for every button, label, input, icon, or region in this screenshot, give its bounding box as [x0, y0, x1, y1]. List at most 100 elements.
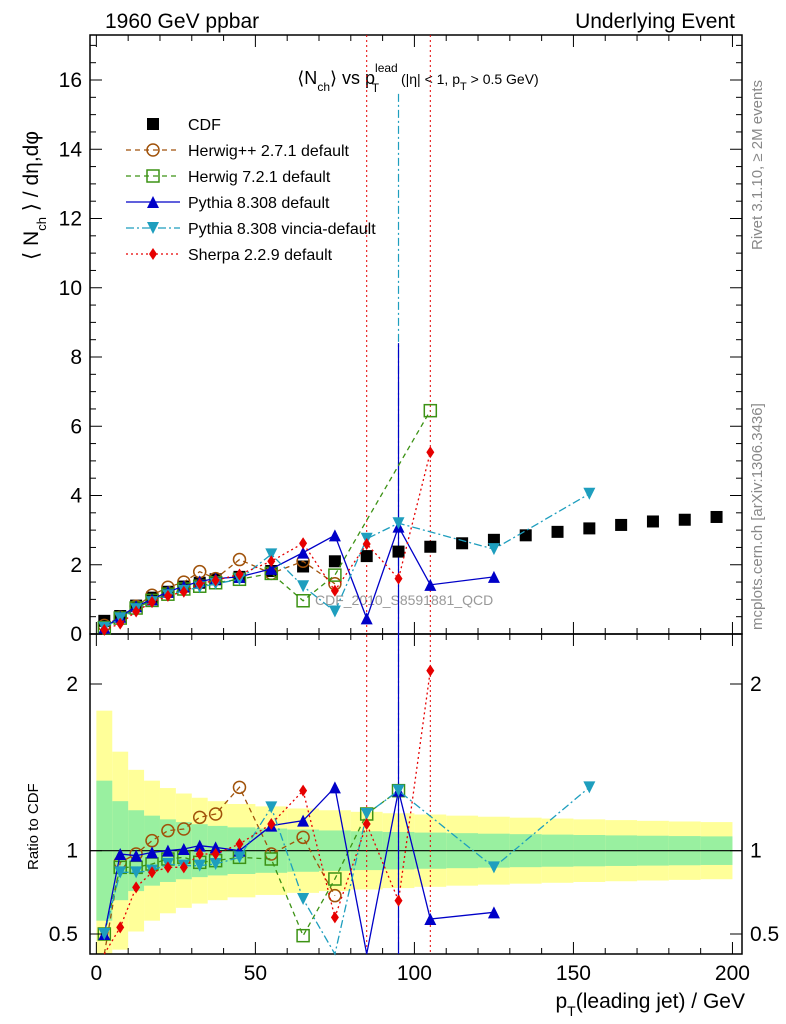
top-point — [583, 487, 596, 500]
ratio-point — [392, 784, 405, 797]
top-point — [423, 403, 438, 418]
top-point — [297, 560, 310, 573]
ratio-point — [394, 894, 403, 907]
top-point — [328, 555, 341, 568]
top-series — [98, 510, 723, 627]
top-series — [100, 446, 435, 636]
legend: CDF Herwig++ 2.7.1 default Herwig 7.2.1 de… — [126, 117, 376, 264]
ratio-point — [299, 784, 308, 797]
top-point — [360, 550, 373, 563]
ratio-point — [487, 861, 500, 874]
ratio-point — [177, 843, 190, 855]
legend-marker — [147, 196, 159, 208]
ratio-point — [195, 848, 204, 860]
ratio-point — [161, 844, 174, 857]
ratio-point — [583, 781, 596, 794]
ratio-point — [146, 846, 159, 859]
ratio-point — [208, 807, 223, 821]
ratio-panel-frame — [89, 633, 743, 955]
top-point — [678, 513, 691, 526]
ratio-tick-label-right: 0.5 — [750, 923, 779, 946]
header-left: 1960 GeV ppbar — [105, 10, 259, 33]
ratio-point — [211, 848, 220, 860]
top-point — [487, 533, 500, 546]
ratio-point — [264, 852, 279, 866]
ratio-point — [267, 818, 276, 830]
legend-item: Sherpa 2.2.9 default — [126, 247, 333, 264]
ratio-point — [192, 810, 207, 825]
watermark: CDF_2010_S8591881_QCD — [315, 592, 493, 608]
ratio-point — [297, 814, 310, 827]
ratio-point — [130, 866, 143, 879]
legend-item: CDF — [147, 117, 221, 134]
top-point — [424, 540, 437, 553]
ratio-point — [177, 822, 191, 836]
y-tick-label: 16 — [59, 69, 82, 92]
ratio-point — [426, 664, 435, 677]
header-right: Underlying Event — [575, 10, 735, 33]
legend-marker — [147, 222, 159, 234]
y-tick-label: 10 — [59, 277, 82, 300]
mcplots-label: mcplots.cern.ch [arXiv:1306.3436] — [749, 403, 766, 630]
top-point — [424, 578, 437, 591]
top-point — [392, 545, 405, 558]
top-point — [328, 568, 342, 582]
ratio-uncertainty-bands — [96, 710, 733, 954]
ratio-point — [148, 866, 157, 879]
ratio-series — [103, 780, 342, 955]
ratio-point — [296, 830, 310, 845]
top-series — [98, 520, 500, 634]
top-point — [392, 517, 405, 530]
y-axis-label-bottom: Ratio to CDF — [25, 783, 42, 870]
top-point — [148, 596, 157, 609]
ratio-point — [265, 801, 278, 814]
legend-marker — [149, 248, 157, 260]
ratio-tick-label: 0.5 — [49, 923, 78, 946]
top-series — [98, 487, 596, 634]
legend-item: Herwig++ 2.7.1 default — [126, 143, 350, 160]
y-axis-label-top: ⟨ Nch ⟩ / dη,dφ — [20, 131, 49, 260]
y-tick-label: 0 — [70, 623, 82, 646]
ratio-point — [360, 808, 373, 820]
ratio-point — [114, 848, 127, 860]
ratio-point — [296, 928, 310, 943]
top-point — [362, 537, 371, 550]
top-series-line — [103, 493, 590, 629]
top-point — [583, 522, 596, 535]
ratio-point — [362, 818, 371, 830]
top-point — [100, 623, 109, 636]
ratio-point — [98, 928, 111, 940]
ratio-point — [209, 841, 222, 854]
ratio-point — [161, 823, 175, 838]
ratio-series — [98, 781, 500, 955]
top-point — [296, 594, 310, 608]
x-tick-label: 0 — [91, 962, 103, 985]
legend-marker — [146, 143, 160, 157]
ratio-point — [297, 893, 310, 905]
ratio-point — [328, 888, 342, 903]
ratio-series-line — [103, 785, 494, 955]
ratio-tick-label-right: 2 — [750, 673, 762, 696]
legend-item: Herwig 7.2.1 default — [126, 169, 331, 186]
ratio-point — [132, 881, 141, 894]
ratio-point — [232, 780, 247, 795]
top-point — [265, 548, 278, 561]
ratio-point — [116, 921, 125, 934]
plot-title: ⟨Nch⟩ vs plead T (|η| < 1, pT > 0.5 GeV) — [297, 61, 538, 95]
legend-item: Pythia 8.308 vincia-default — [126, 221, 376, 238]
top-panel-series — [97, 403, 723, 636]
legend-label: Herwig 7.2.1 default — [188, 169, 331, 186]
ratio-point — [487, 906, 500, 919]
legend-label: Pythia 8.308 default — [188, 195, 330, 212]
plot-frames — [89, 34, 743, 955]
y-tick-label: 14 — [59, 138, 83, 161]
top-point — [211, 574, 220, 587]
top-point — [710, 510, 723, 523]
top-point — [394, 572, 403, 585]
top-point — [132, 605, 141, 618]
ratio-tick-label: 1 — [66, 840, 78, 863]
y-tick-label: 6 — [70, 415, 82, 438]
top-point — [179, 585, 188, 598]
